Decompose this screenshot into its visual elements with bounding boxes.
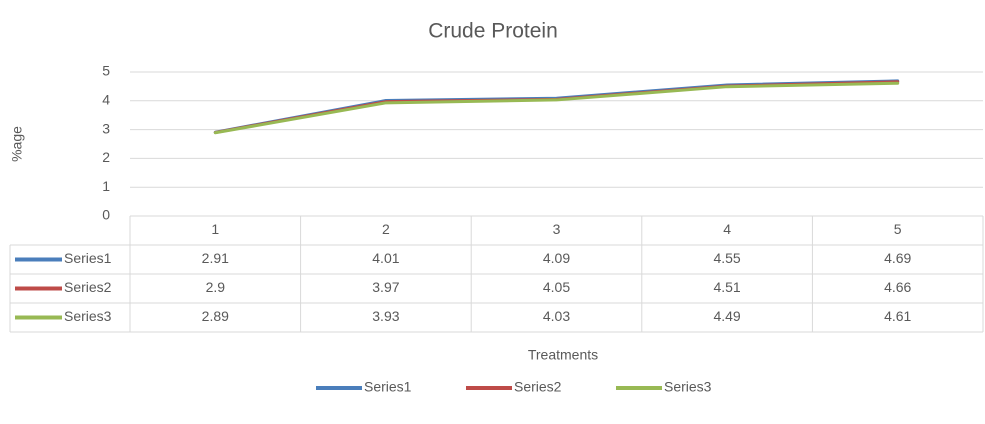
series-line	[213, 79, 900, 134]
table-cell: 4.69	[884, 250, 911, 266]
legend-label: Series2	[514, 379, 562, 395]
series-line	[213, 80, 900, 134]
x-tick-label: 3	[553, 221, 561, 237]
table-series-name: Series1	[64, 250, 112, 266]
y-tick-label: 2	[102, 149, 110, 165]
table-cell: 4.66	[884, 279, 911, 295]
x-tick-label: 4	[723, 221, 731, 237]
table-cell: 4.61	[884, 308, 911, 324]
y-tick-label: 1	[102, 178, 110, 194]
chart-title: Crude Protein	[428, 20, 558, 43]
legend-label: Series3	[664, 379, 712, 395]
x-tick-label: 1	[211, 221, 219, 237]
table-cell: 3.97	[372, 279, 399, 295]
y-axis-title: %age	[9, 126, 25, 162]
table-cell: 4.05	[543, 279, 570, 295]
table-series-name: Series3	[64, 308, 112, 324]
table-cell: 4.51	[713, 279, 740, 295]
table-cell: 4.09	[543, 250, 570, 266]
x-tick-label: 2	[382, 221, 390, 237]
table-cell: 4.49	[713, 308, 740, 324]
table-cell: 2.89	[202, 308, 229, 324]
series-line	[213, 81, 900, 135]
y-tick-label: 5	[102, 63, 110, 79]
y-tick-label: 3	[102, 120, 110, 136]
table-cell: 2.91	[202, 250, 229, 266]
table-cell: 4.55	[713, 250, 740, 266]
x-axis-title: Treatments	[528, 347, 598, 363]
table-cell: 2.9	[206, 279, 226, 295]
table-cell: 4.03	[543, 308, 570, 324]
legend-label: Series1	[364, 379, 412, 395]
x-tick-label: 5	[894, 221, 902, 237]
y-tick-label: 0	[102, 207, 110, 223]
table-cell: 4.01	[372, 250, 399, 266]
y-tick-label: 4	[102, 92, 110, 108]
table-series-name: Series2	[64, 279, 112, 295]
table-cell: 3.93	[372, 308, 399, 324]
